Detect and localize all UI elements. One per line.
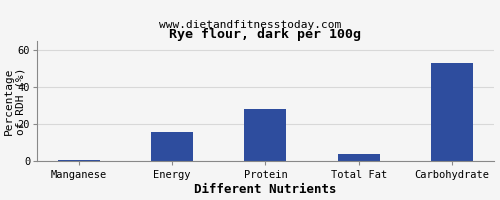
X-axis label: Different Nutrients: Different Nutrients [194,183,336,196]
Text: www.dietandfitnesstoday.com: www.dietandfitnesstoday.com [159,20,341,30]
Bar [151,132,193,161]
Bar [431,63,473,161]
Title: Rye flour, dark per 100g: Rye flour, dark per 100g [170,28,362,41]
Bar [58,160,100,161]
Bar [244,109,286,161]
Y-axis label: Percentage
of RDH (%): Percentage of RDH (%) [4,67,26,135]
Bar [338,154,380,161]
